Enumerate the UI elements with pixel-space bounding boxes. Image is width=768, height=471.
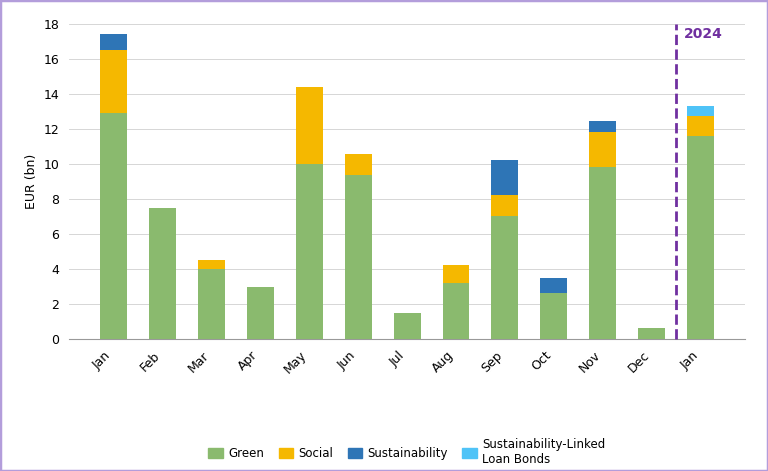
Bar — [247, 286, 273, 339]
Text: 2024: 2024 — [684, 27, 723, 41]
Bar — [687, 136, 714, 339]
Bar — [149, 208, 176, 339]
Bar — [296, 87, 323, 164]
Legend: Green, Social, Sustainability, Sustainability-Linked
Loan Bonds: Green, Social, Sustainability, Sustainab… — [204, 433, 611, 471]
Bar — [393, 313, 421, 339]
Bar — [589, 121, 617, 132]
Bar — [541, 278, 568, 292]
Bar — [687, 106, 714, 115]
Bar — [541, 292, 568, 339]
Bar — [100, 113, 127, 339]
Bar — [442, 266, 469, 283]
Bar — [589, 132, 617, 167]
Bar — [638, 328, 665, 339]
Bar — [100, 50, 127, 113]
Bar — [345, 175, 372, 339]
Bar — [442, 283, 469, 339]
Bar — [492, 160, 518, 195]
Bar — [100, 34, 127, 50]
Bar — [296, 164, 323, 339]
Bar — [197, 269, 225, 339]
Bar — [345, 154, 372, 175]
Bar — [492, 195, 518, 216]
Bar — [492, 216, 518, 339]
Bar — [589, 167, 617, 339]
Y-axis label: EUR (bn): EUR (bn) — [25, 154, 38, 209]
Bar — [197, 260, 225, 269]
Bar — [687, 115, 714, 136]
